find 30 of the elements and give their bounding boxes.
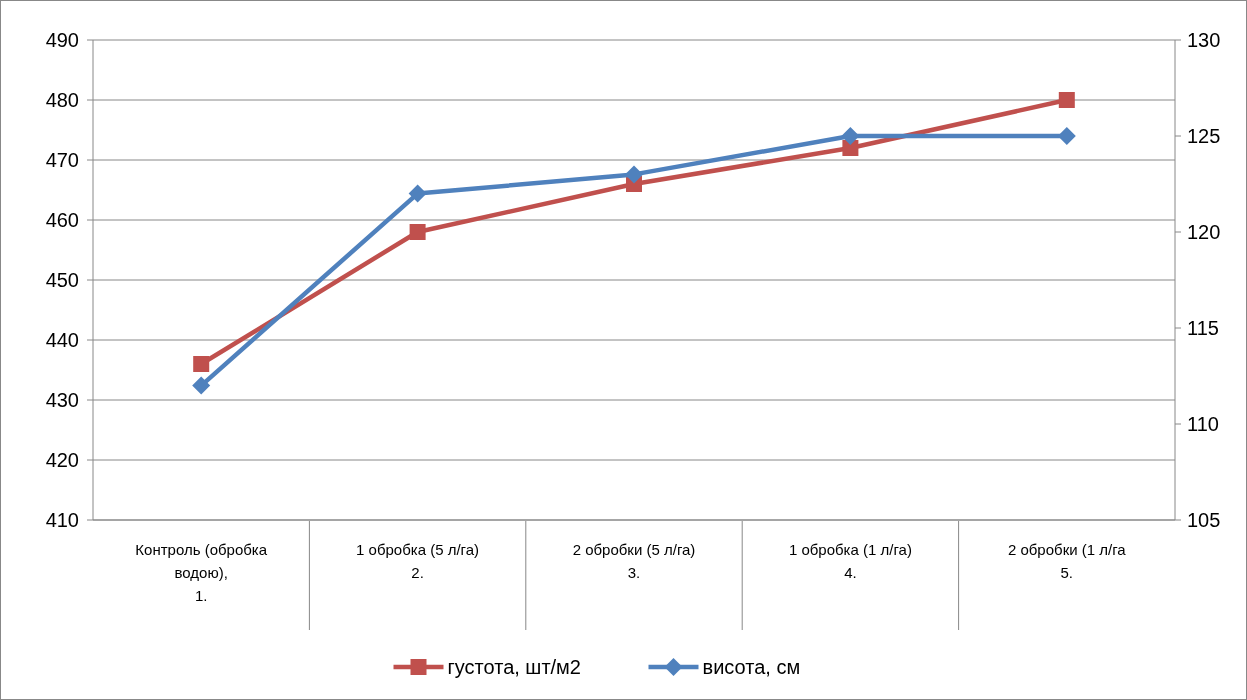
point <box>192 376 211 395</box>
y-tick-label: 460 <box>45 209 79 231</box>
point <box>408 184 427 203</box>
x-tick-label: 2 обробки (5 л/га) 3. <box>572 541 696 581</box>
y-tick-label: 450 <box>45 269 79 291</box>
y-tick-label: 470 <box>45 149 79 171</box>
y-tick-label: 410 <box>45 509 79 531</box>
point <box>193 356 210 372</box>
y2-tick-label: 110 <box>1187 413 1219 435</box>
point <box>409 224 426 240</box>
y-tick-label: 490 <box>45 29 79 51</box>
y2-tick-label: 120 <box>1187 221 1221 243</box>
y-tick-label: 430 <box>45 389 79 411</box>
x-tick-label: 1 обробка (5 л/га) 2. <box>356 541 480 581</box>
point <box>841 127 860 145</box>
y-tick-label: 420 <box>45 449 79 471</box>
y2-tick-label: 125 <box>1187 125 1221 147</box>
legend-label: густота, шт/м2 <box>447 656 581 678</box>
point <box>842 140 859 156</box>
x-tick-label: Контроль (обробка водою), 1. <box>135 541 268 604</box>
point <box>625 165 643 184</box>
point <box>1058 92 1075 108</box>
x-tick-label: 2 обробки (1 л/га 5. <box>1007 541 1127 581</box>
y-tick-label: 440 <box>45 329 79 351</box>
y-tick-label: 480 <box>45 89 79 111</box>
legend-label: висота, см <box>702 656 801 678</box>
x-tick-label: 1 обробка (1 л/га) 4. <box>788 541 912 581</box>
y2-tick-label: 105 <box>1187 509 1221 531</box>
y2-tick-label: 115 <box>1187 317 1219 339</box>
y2-tick-label: 130 <box>1187 29 1221 51</box>
